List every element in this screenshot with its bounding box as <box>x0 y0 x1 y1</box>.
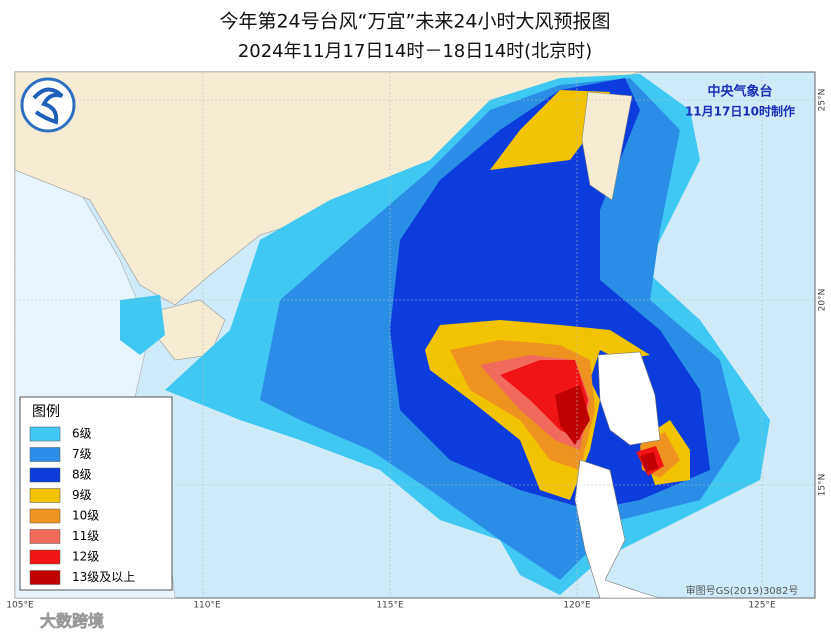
legend-label: 9级 <box>72 488 92 502</box>
lon-label: 105°E <box>6 601 34 611</box>
legend-title: 图例 <box>32 404 60 420</box>
lon-label: 115°E <box>376 601 404 611</box>
subtitle: 2024年11月17日14时－18日14时(北京时) <box>238 41 592 62</box>
logo-mark <box>32 87 64 125</box>
legend-swatch <box>29 570 61 585</box>
title: 今年第24号台风“万宜”未来24小时大风预报图 <box>219 11 610 33</box>
legend-label: 12级 <box>72 550 99 564</box>
taiwan <box>581 91 633 201</box>
wind-area-13 <box>555 385 658 472</box>
legend-label: 8级 <box>72 468 92 482</box>
legend-swatch <box>29 529 61 544</box>
legend-swatch <box>29 467 61 483</box>
legend: 图例 6级 7级 8级 9级 10级 11级 12级 13级及以上 <box>19 396 173 591</box>
legend-swatch <box>29 426 61 442</box>
legend-swatch <box>29 508 61 524</box>
legend-swatch <box>29 488 61 503</box>
agency-name: 中央气象台 <box>707 84 772 100</box>
lon-label: 120°E <box>563 601 591 611</box>
lon-label: 125°E <box>748 601 776 611</box>
lat-label: 15°N <box>818 474 828 497</box>
legend-label: 6级 <box>72 427 92 441</box>
philippines <box>574 351 661 599</box>
legend-label: 7级 <box>72 447 92 461</box>
legend-label: 10级 <box>72 509 99 523</box>
map <box>14 71 816 599</box>
lat-label: 20°N <box>818 289 828 312</box>
watermark: 大数跨境 <box>40 612 104 631</box>
legend-label: 11级 <box>72 529 99 543</box>
legend-swatch <box>29 447 61 462</box>
legend-swatch <box>29 549 61 565</box>
axis-labels: 105°E 110°E 115°E 120°E 125°E 25°N 20°N … <box>6 89 827 611</box>
issue-time: 11月17日10时制作 <box>685 104 795 119</box>
approval-number: 审图号GS(2019)3082号 <box>686 584 799 597</box>
lat-label: 25°N <box>818 89 828 112</box>
lon-label: 110°E <box>193 601 221 611</box>
legend-label: 13级及以上 <box>72 570 135 584</box>
logo <box>20 77 76 133</box>
